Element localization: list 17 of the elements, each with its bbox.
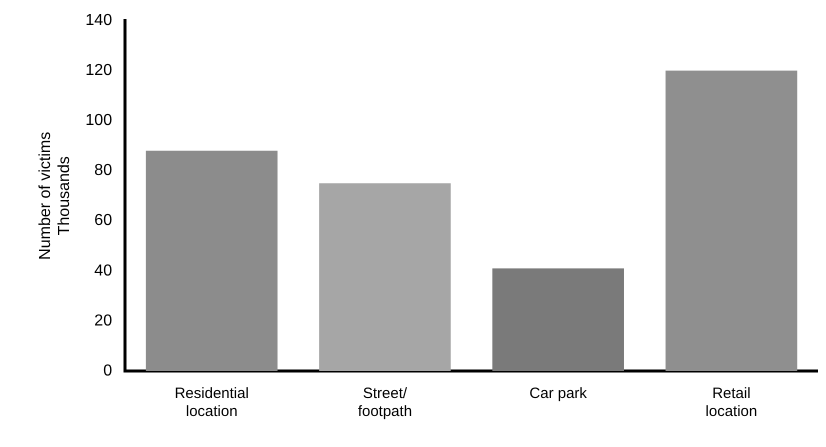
bar bbox=[492, 268, 624, 371]
y-tick-label: 0 bbox=[103, 362, 112, 380]
bar bbox=[319, 183, 451, 371]
bar bbox=[666, 70, 798, 371]
x-tick-label: Car park bbox=[529, 385, 588, 402]
y-tick-label: 140 bbox=[85, 12, 112, 30]
y-tick-label: 100 bbox=[85, 112, 112, 130]
x-tick-label: Residential location bbox=[174, 385, 249, 420]
y-tick-label: 120 bbox=[85, 62, 112, 80]
y-tick-label: 80 bbox=[94, 162, 112, 180]
y-axis-title: Number of victims Thousands bbox=[37, 132, 74, 260]
x-tick-label: Retail location bbox=[706, 385, 758, 420]
x-tick-label: Street/ footpath bbox=[358, 385, 412, 420]
y-tick-label: 40 bbox=[94, 262, 112, 280]
y-tick-label: 20 bbox=[94, 312, 112, 330]
bar bbox=[146, 150, 278, 371]
y-tick-label: 60 bbox=[94, 212, 112, 230]
